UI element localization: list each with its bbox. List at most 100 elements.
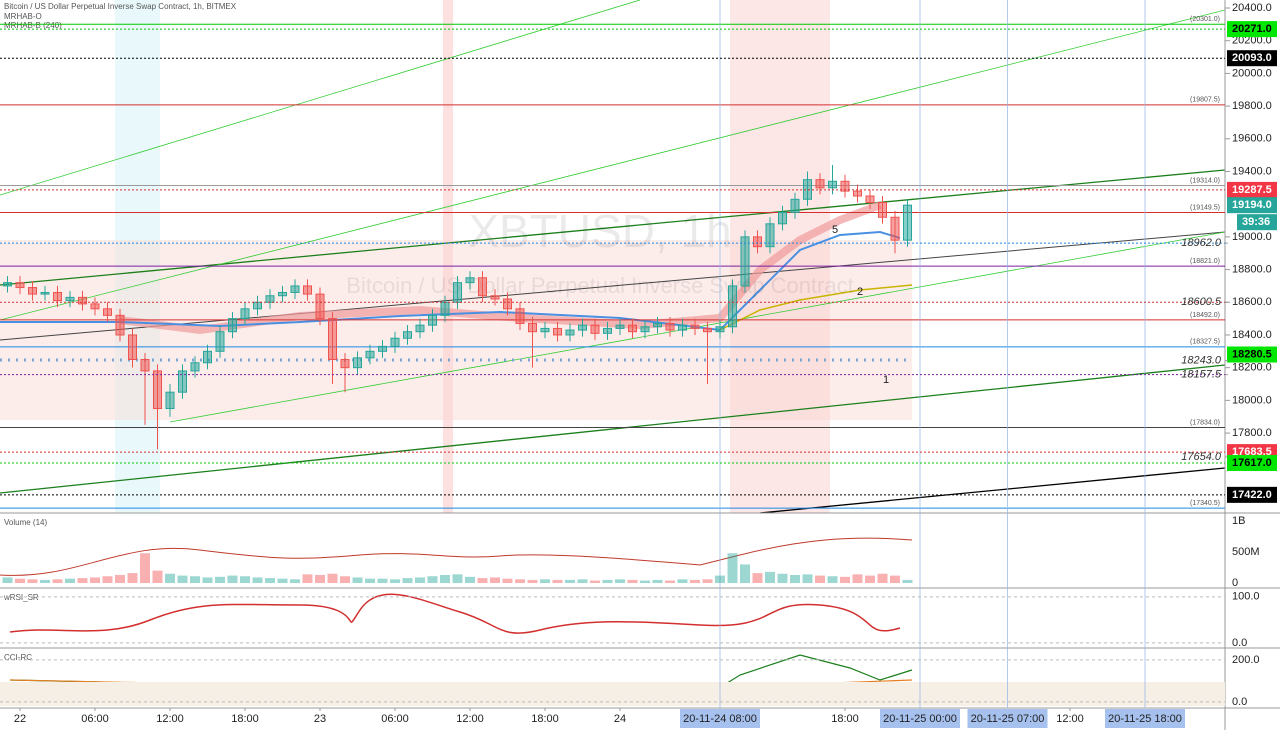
watermark: Bitcoin / US Dollar Perpetual Inverse Sw… xyxy=(346,273,853,298)
candle-body xyxy=(578,324,587,331)
volume-bar xyxy=(615,579,625,584)
candle-body xyxy=(465,277,475,284)
candle-body xyxy=(653,323,662,328)
annotation: 1 xyxy=(883,374,889,386)
trend-line xyxy=(0,364,1226,494)
volume-bar xyxy=(865,575,875,584)
volume-bar xyxy=(490,577,500,584)
x-tick-label: 23 xyxy=(314,713,326,725)
x-marker-label: 20-11-25 00:00 xyxy=(883,713,957,725)
candle-body xyxy=(303,285,312,295)
y-tick-label: 19000.0 xyxy=(1232,231,1272,243)
volume-bar xyxy=(665,580,675,584)
candle-body xyxy=(378,345,387,352)
countdown: 39:36 xyxy=(1242,216,1270,228)
candle-body xyxy=(265,295,275,303)
price-tag-label: 17422.0 xyxy=(1232,489,1272,501)
candle-body xyxy=(878,202,887,218)
volume-bar xyxy=(227,575,238,584)
volume-bar xyxy=(627,579,638,584)
candle-body xyxy=(40,291,50,295)
volume-bar xyxy=(27,579,38,584)
volume-bar xyxy=(315,574,325,584)
volume-bar xyxy=(702,579,713,584)
volume-bar xyxy=(715,575,725,584)
volume-bar xyxy=(727,553,738,584)
volume-bar xyxy=(827,576,838,584)
volume-bar xyxy=(152,570,163,584)
volume-bar xyxy=(552,579,563,584)
panel-tick-label: 0.0 xyxy=(1232,696,1247,708)
volume-bar xyxy=(415,577,425,584)
volume-bar xyxy=(852,574,863,584)
y-tick-label: 19600.0 xyxy=(1232,133,1272,145)
y-tick-label: 18000.0 xyxy=(1232,394,1272,406)
candle-body xyxy=(178,370,187,393)
volume-bar xyxy=(427,576,438,584)
price-tag-label: 20271.0 xyxy=(1232,23,1272,35)
panel-title: CCI-RC xyxy=(4,653,32,662)
moving-average xyxy=(719,284,913,331)
candle-body xyxy=(128,334,137,360)
x-tick-label: 24 xyxy=(614,713,626,725)
volume-bar xyxy=(127,573,138,584)
candle-body xyxy=(840,180,850,192)
volume-bar xyxy=(177,575,188,584)
volume-bar xyxy=(577,579,588,584)
price-tag-label: 18600.5 xyxy=(1181,296,1222,308)
candle-body xyxy=(415,324,425,333)
volume-tick-label: 1B xyxy=(1232,515,1245,527)
candle-body xyxy=(215,331,225,352)
volume-bar xyxy=(340,576,350,584)
candle-body xyxy=(753,236,762,248)
volume-bar xyxy=(90,577,100,584)
volume-bar xyxy=(540,579,550,584)
candle-body xyxy=(403,331,412,339)
volume-bar xyxy=(365,578,375,584)
candle-body xyxy=(853,190,862,197)
candle-body xyxy=(315,293,325,320)
candle-body xyxy=(778,211,787,225)
level-label: (18821.0) xyxy=(1190,258,1220,265)
panel-title: wRSI_SR xyxy=(3,593,39,602)
level-label: (18327.5) xyxy=(1190,339,1220,346)
volume-bar xyxy=(240,576,250,584)
y-tick-label: 18400.0 xyxy=(1232,329,1272,341)
candle-body xyxy=(328,318,337,360)
volume-bar xyxy=(440,574,450,584)
volume-bar xyxy=(902,579,913,584)
highlight-band xyxy=(443,0,453,513)
candle-body xyxy=(515,308,525,325)
volume-bar xyxy=(302,574,313,584)
price-tag xyxy=(1227,50,1277,67)
indicator-label: MRHAB-O xyxy=(4,12,42,21)
price-tag xyxy=(1227,181,1277,198)
countdown-tag xyxy=(1237,214,1277,231)
candle-body xyxy=(603,327,612,334)
candle-body xyxy=(15,282,25,289)
x-marker-label: 20-11-25 07:00 xyxy=(971,713,1045,725)
candle-body xyxy=(290,285,300,293)
volume-bar xyxy=(15,578,25,584)
candle-body xyxy=(140,358,150,372)
volume-bar xyxy=(352,577,363,584)
candle-body xyxy=(615,324,625,329)
candle-body xyxy=(540,327,550,333)
volume-bar xyxy=(740,564,750,584)
volume-bar xyxy=(477,578,488,584)
annotation: 2 xyxy=(857,286,863,298)
volume-bar xyxy=(165,573,175,584)
volume-bar xyxy=(277,578,288,584)
candle-body xyxy=(690,324,700,329)
volume-bar xyxy=(602,579,613,584)
x-marker-label: 20-11-25 18:00 xyxy=(1108,713,1182,725)
price-tag-label: 18962.0 xyxy=(1181,237,1222,249)
candle-body xyxy=(53,291,62,302)
candle-body xyxy=(190,362,200,372)
candle-body xyxy=(765,223,775,248)
level-label: (20301.0) xyxy=(1190,16,1220,23)
candle-body xyxy=(565,329,575,336)
y-tick-label: 20000.0 xyxy=(1232,67,1272,79)
candle-body xyxy=(390,337,400,347)
candle-body xyxy=(815,179,825,189)
